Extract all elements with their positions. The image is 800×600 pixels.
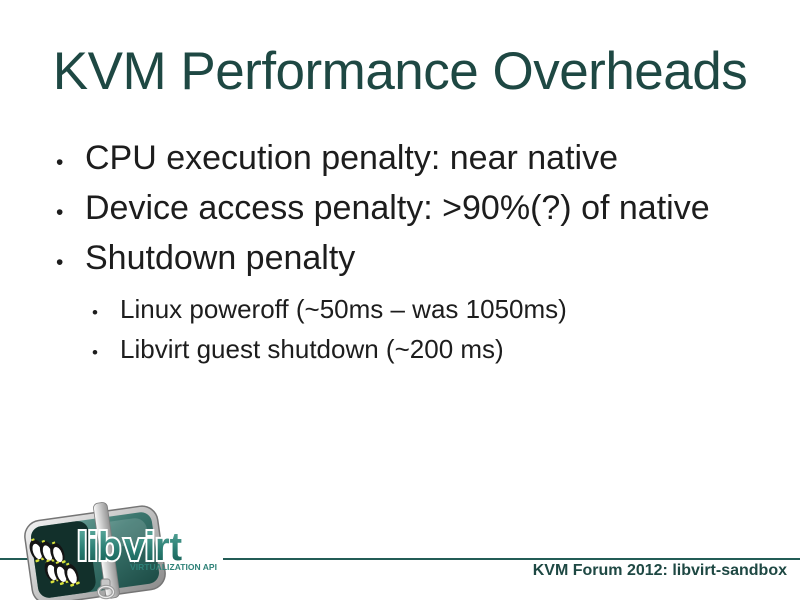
libvirt-logo: lib virt VIRTUALIZATION API [24, 502, 223, 600]
bullet-text: CPU execution penalty: near native [85, 139, 618, 177]
bullet-text: Libvirt guest shutdown (~200 ms) [120, 334, 504, 364]
slide-title: KVM Performance Overheads [52, 42, 748, 101]
bullet-item: • Shutdown penalty [56, 241, 355, 275]
logo-wordmark-virt: virt [124, 525, 182, 569]
bullet-icon: • [92, 343, 98, 362]
logo-wordmark-lib: lib [77, 525, 121, 569]
footer-text: KVM Forum 2012: libvirt-sandbox [532, 562, 787, 579]
bullet-icon: • [92, 303, 98, 322]
bullet-icon: • [56, 151, 64, 174]
strap-icon [93, 502, 120, 599]
zipper-pull-icon [96, 578, 116, 600]
bullet-item: • Device access penalty: >90%(?) of nati… [56, 191, 710, 225]
suitcase-icon [24, 502, 166, 600]
sub-bullet-item: • Libvirt guest shutdown (~200 ms) [92, 336, 504, 362]
logo-tagline: VIRTUALIZATION API [130, 562, 218, 572]
bullet-text: Linux poweroff (~50ms – was 1050ms) [120, 294, 567, 324]
bullet-item: • CPU execution penalty: near native [56, 141, 618, 175]
penguins-icon [29, 538, 80, 587]
bullet-icon: • [56, 251, 64, 274]
bullet-icon: • [56, 201, 64, 224]
bullet-text: Shutdown penalty [85, 239, 356, 277]
sub-bullet-item: • Linux poweroff (~50ms – was 1050ms) [92, 296, 567, 322]
bullet-text: Device access penalty: >90%(?) of native [85, 189, 710, 227]
footer-rule [0, 558, 800, 560]
